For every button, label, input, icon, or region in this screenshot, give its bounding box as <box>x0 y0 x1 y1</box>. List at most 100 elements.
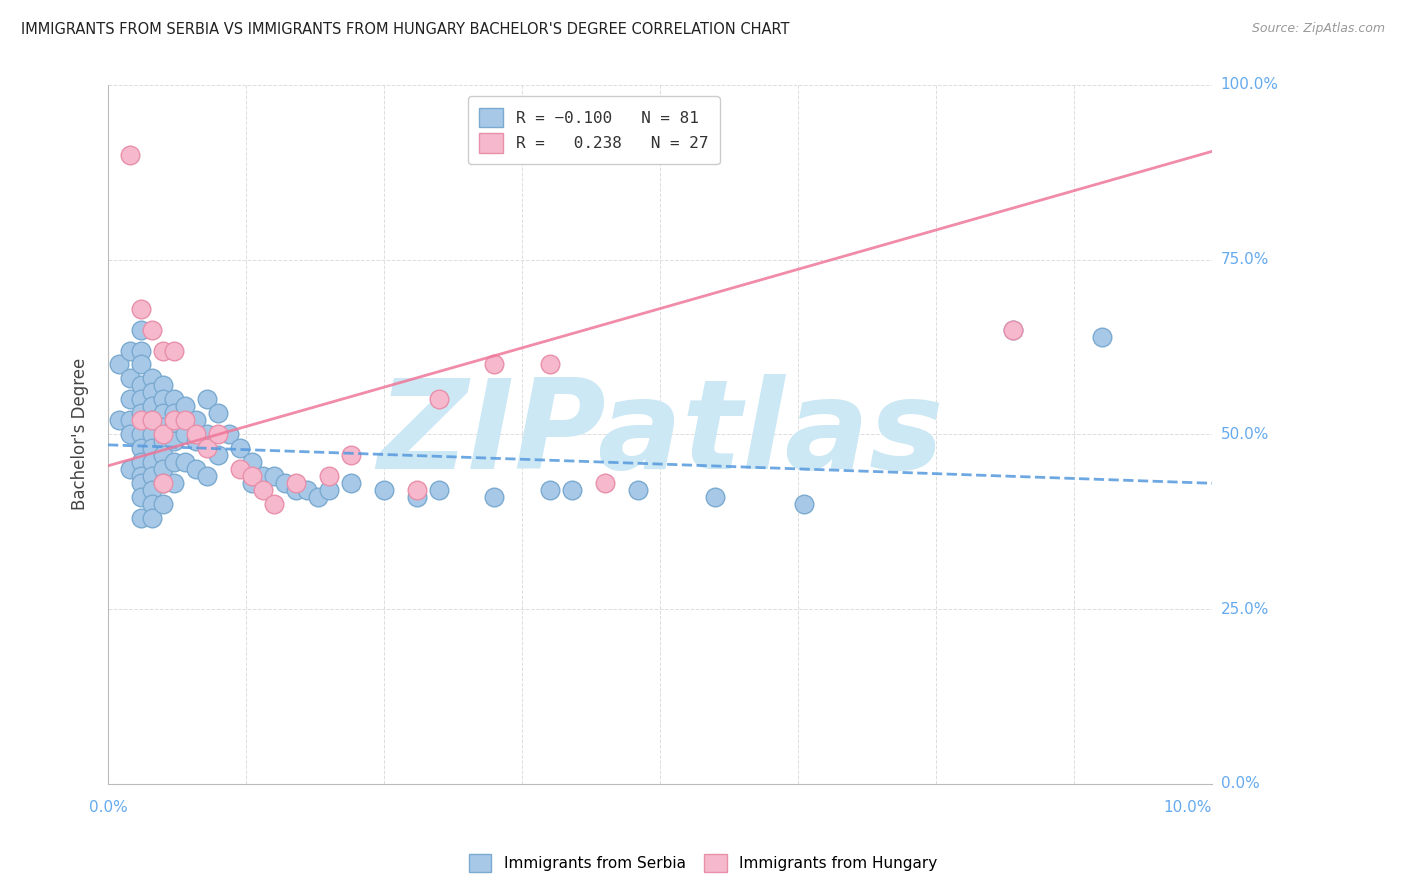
Point <box>129 476 152 491</box>
Point <box>141 511 163 525</box>
Point <box>152 497 174 511</box>
Point <box>793 497 815 511</box>
Point <box>129 343 152 358</box>
Point <box>240 476 263 491</box>
Point <box>229 442 252 456</box>
Point <box>141 371 163 385</box>
Point <box>129 442 152 456</box>
Point <box>152 476 174 491</box>
Point <box>174 413 197 427</box>
Point <box>207 448 229 462</box>
Point <box>163 406 186 420</box>
Text: 100.0%: 100.0% <box>1220 78 1278 93</box>
Point <box>152 427 174 442</box>
Point <box>195 442 218 456</box>
Point <box>252 469 274 483</box>
Point <box>152 420 174 434</box>
Point <box>284 483 307 498</box>
Point <box>295 483 318 498</box>
Text: IMMIGRANTS FROM SERBIA VS IMMIGRANTS FROM HUNGARY BACHELOR'S DEGREE CORRELATION : IMMIGRANTS FROM SERBIA VS IMMIGRANTS FRO… <box>21 22 790 37</box>
Point <box>120 462 142 476</box>
Point <box>163 413 186 427</box>
Point <box>120 413 142 427</box>
Point <box>195 469 218 483</box>
Point <box>152 434 174 449</box>
Point <box>163 476 186 491</box>
Point <box>152 476 174 491</box>
Point <box>207 406 229 420</box>
Point <box>340 448 363 462</box>
Point <box>120 148 142 162</box>
Point <box>141 442 163 456</box>
Point <box>538 483 561 498</box>
Point <box>186 427 208 442</box>
Point <box>152 378 174 392</box>
Point <box>195 392 218 407</box>
Point <box>373 483 395 498</box>
Point <box>427 392 450 407</box>
Point <box>129 455 152 469</box>
Point <box>152 343 174 358</box>
Text: 75.0%: 75.0% <box>1220 252 1268 267</box>
Text: Source: ZipAtlas.com: Source: ZipAtlas.com <box>1251 22 1385 36</box>
Point <box>152 448 174 462</box>
Point <box>318 469 340 483</box>
Point <box>129 511 152 525</box>
Point <box>593 476 616 491</box>
Point <box>427 483 450 498</box>
Point <box>627 483 650 498</box>
Point <box>129 490 152 504</box>
Point <box>186 413 208 427</box>
Point <box>120 371 142 385</box>
Point <box>318 483 340 498</box>
Point <box>129 406 152 420</box>
Text: 25.0%: 25.0% <box>1220 601 1268 616</box>
Legend: R = −0.100   N = 81, R =   0.238   N = 27: R = −0.100 N = 81, R = 0.238 N = 27 <box>468 96 720 164</box>
Point <box>120 427 142 442</box>
Point <box>174 427 197 442</box>
Point <box>1002 322 1025 336</box>
Point <box>484 358 506 372</box>
Point <box>207 427 229 442</box>
Point <box>174 455 197 469</box>
Point <box>152 462 174 476</box>
Point <box>240 469 263 483</box>
Text: ZIPatlas: ZIPatlas <box>377 374 943 495</box>
Point <box>406 483 429 498</box>
Point <box>174 400 197 414</box>
Point <box>252 483 274 498</box>
Point <box>163 392 186 407</box>
Point <box>229 462 252 476</box>
Point <box>129 392 152 407</box>
Text: 0.0%: 0.0% <box>1220 776 1260 791</box>
Point <box>141 385 163 400</box>
Point <box>108 358 131 372</box>
Point <box>561 483 583 498</box>
Point <box>141 322 163 336</box>
Point <box>484 490 506 504</box>
Point <box>195 427 218 442</box>
Point <box>1002 322 1025 336</box>
Point <box>141 413 163 427</box>
Point <box>129 322 152 336</box>
Point <box>163 343 186 358</box>
Point <box>240 455 263 469</box>
Point <box>307 490 329 504</box>
Point <box>108 413 131 427</box>
Point <box>1091 329 1114 343</box>
Point <box>186 462 208 476</box>
Point <box>129 427 152 442</box>
Point <box>141 455 163 469</box>
Point <box>163 455 186 469</box>
Point <box>163 420 186 434</box>
Point <box>538 358 561 372</box>
Point <box>141 400 163 414</box>
Y-axis label: Bachelor's Degree: Bachelor's Degree <box>72 359 89 510</box>
Point <box>186 434 208 449</box>
Text: 0.0%: 0.0% <box>89 799 128 814</box>
Point <box>141 497 163 511</box>
Point <box>120 343 142 358</box>
Point <box>141 413 163 427</box>
Point <box>141 427 163 442</box>
Point <box>218 427 240 442</box>
